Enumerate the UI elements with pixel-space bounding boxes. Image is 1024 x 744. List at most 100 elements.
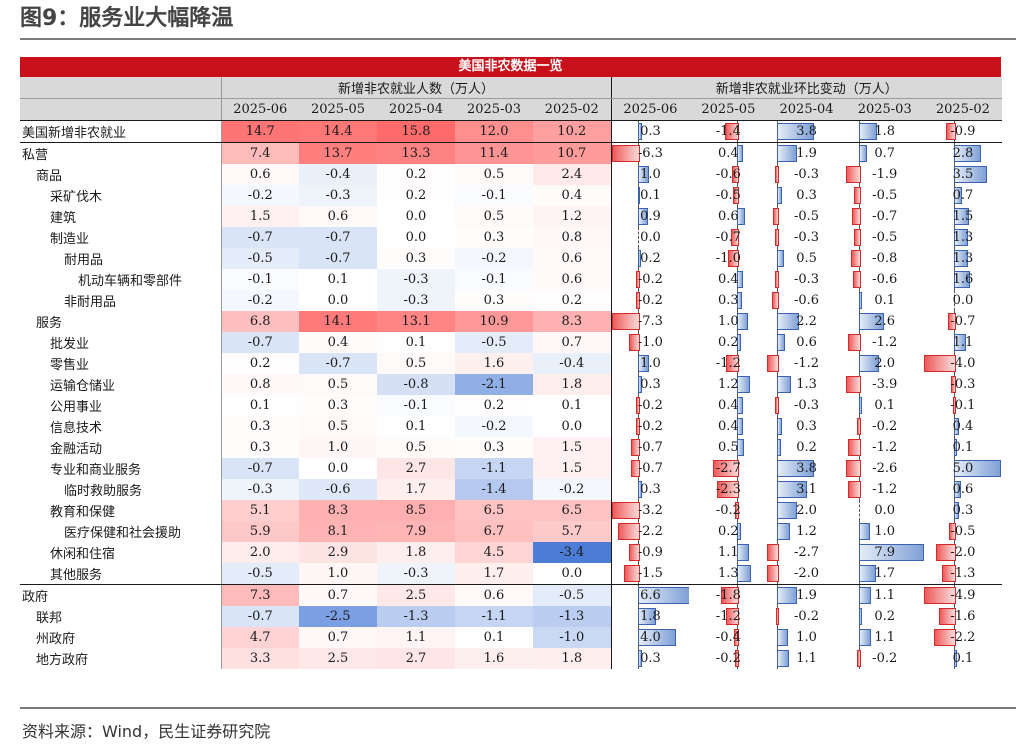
positive-change-bar bbox=[737, 271, 743, 288]
zero-axis bbox=[637, 227, 639, 248]
change-value: -0.2 bbox=[872, 651, 898, 666]
zero-axis bbox=[858, 500, 860, 521]
change-cell: -0.2 bbox=[610, 269, 690, 290]
negative-change-bar bbox=[934, 629, 956, 646]
change-cell: 0.1 bbox=[846, 395, 924, 416]
change-value: -2.0 bbox=[793, 566, 820, 581]
negative-change-bar bbox=[617, 523, 640, 540]
change-value: 1.3 bbox=[718, 566, 739, 581]
level-cell: -0.7 bbox=[299, 248, 377, 269]
negative-change-bar bbox=[612, 502, 640, 519]
level-cell: 6.5 bbox=[533, 500, 612, 521]
positive-change-bar bbox=[637, 376, 643, 393]
level-cell: -0.2 bbox=[455, 248, 533, 269]
level-cell: 0.2 bbox=[377, 185, 455, 206]
change-cell: -0.2 bbox=[689, 500, 767, 521]
level-cell: 11.4 bbox=[455, 142, 533, 164]
level-cell: 6.8 bbox=[220, 311, 299, 332]
level-cell: 2.4 bbox=[533, 164, 612, 185]
positive-change-bar bbox=[858, 544, 924, 561]
level-cell: -0.5 bbox=[533, 584, 612, 606]
title-rule bbox=[20, 38, 1016, 40]
change-cell: -1.0 bbox=[689, 248, 767, 269]
level-cell: 0.6 bbox=[533, 248, 612, 269]
table-row: 休闲和住宿 2.0 2.9 1.8 4.5 -3.4 -0.9 1.1 -2.7 7.9 -2.0 bbox=[20, 542, 1002, 563]
level-cell: 0.2 bbox=[533, 290, 612, 311]
table-row: 批发业 -0.7 0.4 0.1 -0.5 0.7 -1.0 0.2 0.6 -1.2 1.1 bbox=[20, 332, 1002, 353]
level-cell: -0.7 bbox=[220, 606, 299, 627]
level-cell: 13.1 bbox=[377, 311, 455, 332]
change-value: -0.2 bbox=[637, 419, 663, 434]
negative-change-bar bbox=[775, 608, 780, 625]
change-value: 1.6 bbox=[952, 272, 974, 287]
change-cell: 0.6 bbox=[767, 332, 845, 353]
change-cell: 0.1 bbox=[924, 437, 1002, 458]
change-cell: 0.0 bbox=[846, 500, 924, 521]
change-value: 0.1 bbox=[640, 188, 661, 203]
table-row: 信息技术 0.3 0.5 0.1 -0.2 0.0 -0.2 0.4 0.3 -0.2 0.4 bbox=[20, 416, 1002, 437]
level-cell: -1.3 bbox=[377, 606, 455, 627]
level-cell: 0.1 bbox=[533, 395, 612, 416]
table-row: 零售业 0.2 -0.7 0.5 1.6 -0.4 1.0 -1.2 -1.2 2.0 -4.0 bbox=[20, 353, 1002, 374]
negative-change-bar bbox=[772, 208, 780, 225]
change-cell: -0.7 bbox=[689, 227, 767, 248]
change-cell: -2.0 bbox=[924, 542, 1002, 563]
change-value: 3.8 bbox=[796, 124, 817, 139]
level-cell: 0.8 bbox=[533, 227, 612, 248]
row-label: 其他服务 bbox=[20, 563, 221, 585]
change-value: -0.7 bbox=[637, 440, 663, 455]
row-label: 临时救助服务 bbox=[20, 479, 221, 500]
change-value: -1.2 bbox=[793, 356, 820, 371]
row-label: 金融活动 bbox=[20, 437, 221, 458]
change-value: 2.2 bbox=[796, 314, 817, 329]
group-header-changes: 新增非农就业环比变动（万人） bbox=[610, 77, 1003, 99]
change-value: -1.2 bbox=[715, 609, 741, 624]
change-cell: 5.0 bbox=[924, 458, 1002, 479]
level-cell: -0.1 bbox=[377, 395, 455, 416]
negative-change-bar bbox=[772, 292, 780, 309]
change-value: 1.2 bbox=[796, 524, 817, 539]
positive-change-bar bbox=[777, 313, 800, 330]
level-cell: -0.1 bbox=[220, 269, 299, 290]
row-label: 教育和保健 bbox=[20, 500, 221, 521]
table-row: 地方政府 3.3 2.5 2.7 1.6 1.8 0.3 -0.2 1.1 -0.2 0.1 bbox=[20, 648, 1002, 669]
change-cell: -0.5 bbox=[689, 185, 767, 206]
level-cell: 0.1 bbox=[299, 269, 377, 290]
positive-change-bar bbox=[637, 587, 690, 604]
change-cell: 0.5 bbox=[689, 437, 767, 458]
level-cell: -0.5 bbox=[220, 248, 299, 269]
change-cell: -0.3 bbox=[767, 164, 845, 185]
change-cell: -0.2 bbox=[689, 648, 767, 669]
level-cell: 0.3 bbox=[455, 437, 533, 458]
level-cell: 10.2 bbox=[533, 120, 612, 143]
level-cell: 0.3 bbox=[220, 437, 299, 458]
source-note: 资料来源：Wind，民生证券研究院 bbox=[22, 722, 271, 741]
change-cell: -0.2 bbox=[767, 606, 845, 627]
change-value: -3.9 bbox=[872, 377, 898, 392]
level-cell: -0.8 bbox=[377, 374, 455, 395]
positive-change-bar bbox=[858, 608, 863, 625]
level-cell: 10.7 bbox=[533, 142, 612, 164]
negative-change-bar bbox=[847, 439, 861, 456]
level-cell: -1.1 bbox=[455, 458, 533, 479]
change-cell: -1.0 bbox=[610, 332, 690, 353]
change-cell: -1.6 bbox=[924, 606, 1002, 627]
change-cell: -0.5 bbox=[767, 206, 845, 227]
negative-change-bar bbox=[851, 250, 861, 267]
change-cell: -0.7 bbox=[924, 311, 1002, 332]
change-cell: 1.1 bbox=[767, 648, 845, 669]
negative-change-bar bbox=[735, 650, 740, 667]
positive-change-bar bbox=[953, 460, 1001, 477]
positive-change-bar bbox=[737, 544, 750, 561]
positive-change-bar bbox=[777, 250, 784, 267]
group-header-levels: 新增非农就业人数（万人） bbox=[220, 77, 612, 99]
negative-change-bar bbox=[628, 334, 640, 351]
change-cell: -1.4 bbox=[689, 120, 768, 143]
change-cell: 1.9 bbox=[767, 585, 845, 606]
change-cell: 0.0 bbox=[610, 227, 690, 248]
negative-change-bar bbox=[923, 587, 956, 604]
positive-change-bar bbox=[737, 334, 742, 351]
positive-change-bar bbox=[858, 313, 885, 330]
change-value: 0.4 bbox=[718, 419, 739, 434]
change-cell: -0.6 bbox=[767, 290, 845, 311]
